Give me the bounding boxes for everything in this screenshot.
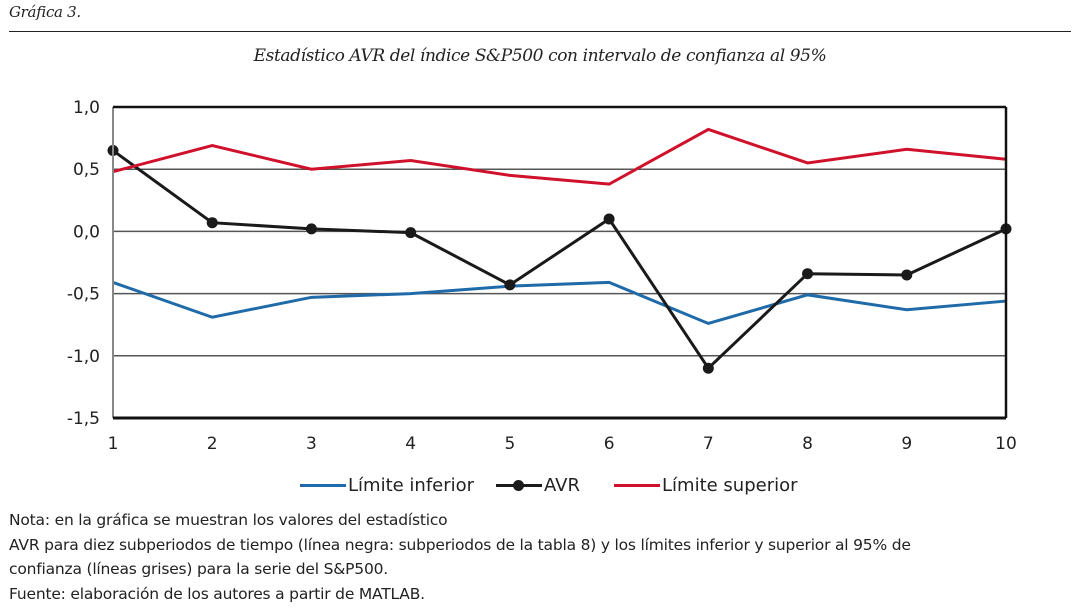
series-line-avr (112, 149, 1007, 371)
data-point-avr (504, 279, 516, 291)
series-line-limite-superior (112, 127, 1007, 186)
legend-item-limite-inferior: Límite inferior (300, 473, 474, 497)
x-tick-label: 3 (306, 434, 317, 454)
series-avr (107, 145, 1012, 374)
x-tick-label: 7 (703, 434, 714, 454)
notes: Nota: en la gráfica se muestran los valo… (9, 508, 911, 606)
note-line-2: AVR para diez subperiodos de tiempo (lín… (9, 535, 911, 554)
data-point-avr (901, 269, 913, 281)
series-limite-superior (112, 127, 1007, 186)
y-tick-label: -1,5 (67, 409, 100, 429)
data-point-avr (603, 213, 615, 225)
header-rule (9, 31, 1071, 32)
data-point-avr (702, 362, 714, 374)
y-tick-label: -0,5 (67, 285, 100, 305)
data-point-avr (305, 223, 317, 235)
plot-frame (112, 105, 1008, 420)
source-line: Fuente: elaboración de los autores a par… (9, 584, 425, 603)
legend-label-limite-superior: Límite superior (662, 474, 798, 496)
data-point-avr (802, 268, 814, 280)
x-tick-label: 8 (802, 434, 813, 454)
y-tick-label: -1,0 (67, 347, 100, 367)
series-lines (107, 127, 1012, 374)
chart-title: Estadístico AVR del índice S&P500 con in… (253, 46, 827, 66)
x-tick-label: 4 (405, 434, 416, 454)
x-tick-label: 5 (504, 434, 515, 454)
legend-swatch-limite-inferior (300, 483, 346, 487)
legend-label-avr: AVR (544, 474, 580, 496)
line-chart: 1,0 0,5 0,0 -0,5 -1,0 -1,5 1 2 3 4 5 6 7 8 9 10 (67, 98, 1017, 454)
legend-swatch-limite-superior (614, 483, 660, 487)
x-tick-label: 10 (995, 434, 1017, 454)
legend-swatch-avr (496, 479, 542, 491)
legend-label-limite-inferior: Límite inferior (348, 474, 475, 496)
legend: Límite inferior AVR Límite superior (0, 473, 1074, 497)
series-line-limite-inferior (112, 280, 1007, 326)
x-axis-tick-labels: 1 2 3 4 5 6 7 8 9 10 (108, 434, 1017, 454)
x-tick-label: 9 (901, 434, 912, 454)
data-point-avr (206, 217, 218, 229)
x-tick-label: 2 (207, 434, 218, 454)
note-line-3: confianza (líneas grises) para la serie … (9, 560, 388, 578)
legend-item-avr: AVR (496, 473, 580, 497)
data-point-avr (405, 227, 417, 239)
y-tick-label: 0,0 (73, 222, 100, 242)
y-tick-label: 1,0 (73, 98, 100, 118)
y-tick-label: 0,5 (73, 160, 100, 180)
figure-label: Gráfica 3. (9, 3, 81, 21)
x-tick-label: 6 (604, 434, 615, 454)
note-line-1: Nota: en la gráfica se muestran los valo… (9, 511, 448, 529)
y-axis-tick-labels: 1,0 0,5 0,0 -0,5 -1,0 -1,5 (67, 98, 100, 429)
series-limite-inferior (112, 280, 1007, 326)
legend-item-limite-superior: Límite superior (614, 473, 798, 497)
x-tick-label: 1 (108, 434, 119, 454)
gridlines (113, 168, 1006, 357)
legend-marker-avr (513, 479, 524, 491)
